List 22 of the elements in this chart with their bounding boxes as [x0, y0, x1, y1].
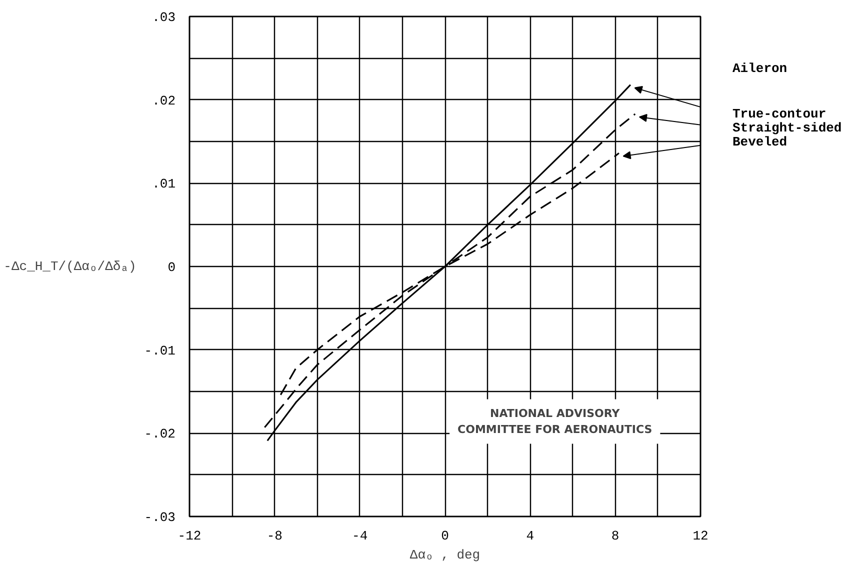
text: Straight-sided — [732, 120, 842, 136]
x-tick-label: -4 — [352, 528, 368, 544]
x-tick-label: 12 — [692, 528, 708, 544]
x-tick-label: 4 — [526, 528, 534, 544]
text: Beveled — [732, 134, 788, 150]
text: True-contour — [732, 106, 826, 122]
y-axis-title: -Δc_H_T/(Δαₒ/Δδₐ) — [4, 259, 136, 274]
x-axis-title: Δαₒ , deg — [410, 548, 480, 562]
y-tick-label: -.03 — [144, 510, 176, 525]
x-tick-label: 0 — [441, 528, 449, 544]
annotation: NATIONAL ADVISORY COMMITTEE FOR AERONAUTICS — [458, 407, 652, 436]
y-tick-label: .02 — [152, 93, 176, 108]
y-tick-label: .01 — [152, 176, 176, 192]
y-tick-label: .03 — [152, 10, 176, 25]
x-tick-label: -12 — [178, 528, 202, 544]
legend-title: Aileron — [732, 61, 788, 76]
x-tick-label: -8 — [266, 528, 282, 544]
y-tick-label: -.02 — [144, 426, 176, 442]
line-series — [280, 152, 620, 396]
x-tick-label: 8 — [611, 528, 620, 544]
y-tick-label: -.01 — [144, 343, 176, 358]
y-tick-label: 0 — [168, 260, 176, 275]
